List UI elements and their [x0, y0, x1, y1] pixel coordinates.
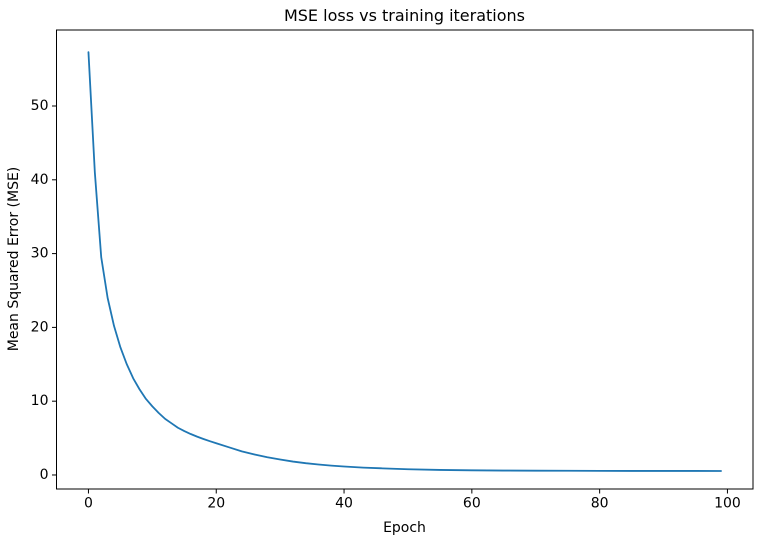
axes-frame: [56, 29, 754, 490]
x-tick-label: 80: [591, 496, 609, 512]
y-tick-label: 20: [31, 319, 49, 335]
x-axis-label: Epoch: [383, 520, 426, 536]
y-tick-label: 0: [40, 467, 49, 483]
x-tick-label: 40: [335, 496, 353, 512]
y-tick-label: 10: [31, 393, 49, 409]
loss-curve: [87, 51, 722, 472]
y-tick-label: 30: [31, 246, 49, 262]
x-tick-label: 0: [84, 496, 93, 512]
chart-title: MSE loss vs training iterations: [283, 6, 526, 25]
y-axis-label: Mean Squared Error (MSE): [6, 166, 22, 352]
y-tick-label: 50: [31, 98, 49, 114]
x-tick-label: 60: [463, 496, 481, 512]
y-tick-label: 40: [31, 172, 49, 188]
x-tick-label: 100: [714, 496, 741, 512]
x-tick-label: 20: [207, 496, 225, 512]
